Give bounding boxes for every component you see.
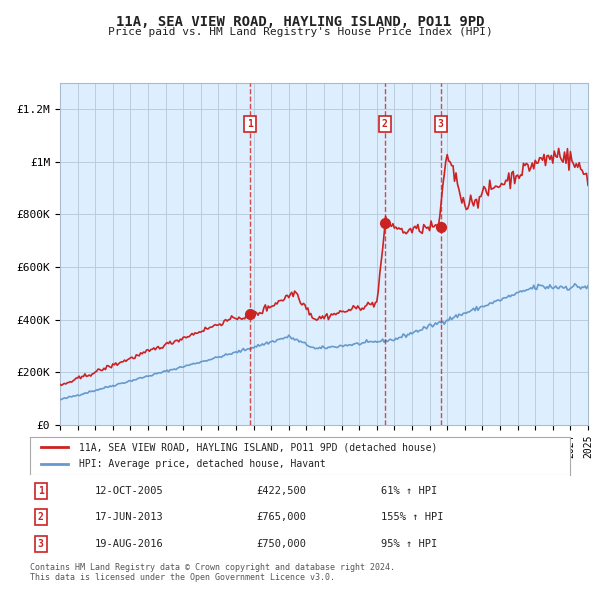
Text: 95% ↑ HPI: 95% ↑ HPI bbox=[381, 539, 437, 549]
Text: 19-AUG-2016: 19-AUG-2016 bbox=[95, 539, 164, 549]
Text: £750,000: £750,000 bbox=[257, 539, 307, 549]
Text: 1: 1 bbox=[247, 119, 253, 129]
Text: 155% ↑ HPI: 155% ↑ HPI bbox=[381, 512, 443, 522]
Text: 2: 2 bbox=[382, 119, 388, 129]
Text: 11A, SEA VIEW ROAD, HAYLING ISLAND, PO11 9PD (detached house): 11A, SEA VIEW ROAD, HAYLING ISLAND, PO11… bbox=[79, 442, 437, 453]
Text: £765,000: £765,000 bbox=[257, 512, 307, 522]
Text: £422,500: £422,500 bbox=[257, 486, 307, 496]
Text: 61% ↑ HPI: 61% ↑ HPI bbox=[381, 486, 437, 496]
Text: This data is licensed under the Open Government Licence v3.0.: This data is licensed under the Open Gov… bbox=[30, 573, 335, 582]
Text: 1: 1 bbox=[38, 486, 44, 496]
Text: 17-JUN-2013: 17-JUN-2013 bbox=[95, 512, 164, 522]
Text: 3: 3 bbox=[438, 119, 443, 129]
Text: Contains HM Land Registry data © Crown copyright and database right 2024.: Contains HM Land Registry data © Crown c… bbox=[30, 563, 395, 572]
Text: 11A, SEA VIEW ROAD, HAYLING ISLAND, PO11 9PD: 11A, SEA VIEW ROAD, HAYLING ISLAND, PO11… bbox=[116, 15, 484, 29]
Text: HPI: Average price, detached house, Havant: HPI: Average price, detached house, Hava… bbox=[79, 459, 325, 469]
Text: Price paid vs. HM Land Registry's House Price Index (HPI): Price paid vs. HM Land Registry's House … bbox=[107, 27, 493, 37]
Text: 2: 2 bbox=[38, 512, 44, 522]
Text: 3: 3 bbox=[38, 539, 44, 549]
Text: 12-OCT-2005: 12-OCT-2005 bbox=[95, 486, 164, 496]
